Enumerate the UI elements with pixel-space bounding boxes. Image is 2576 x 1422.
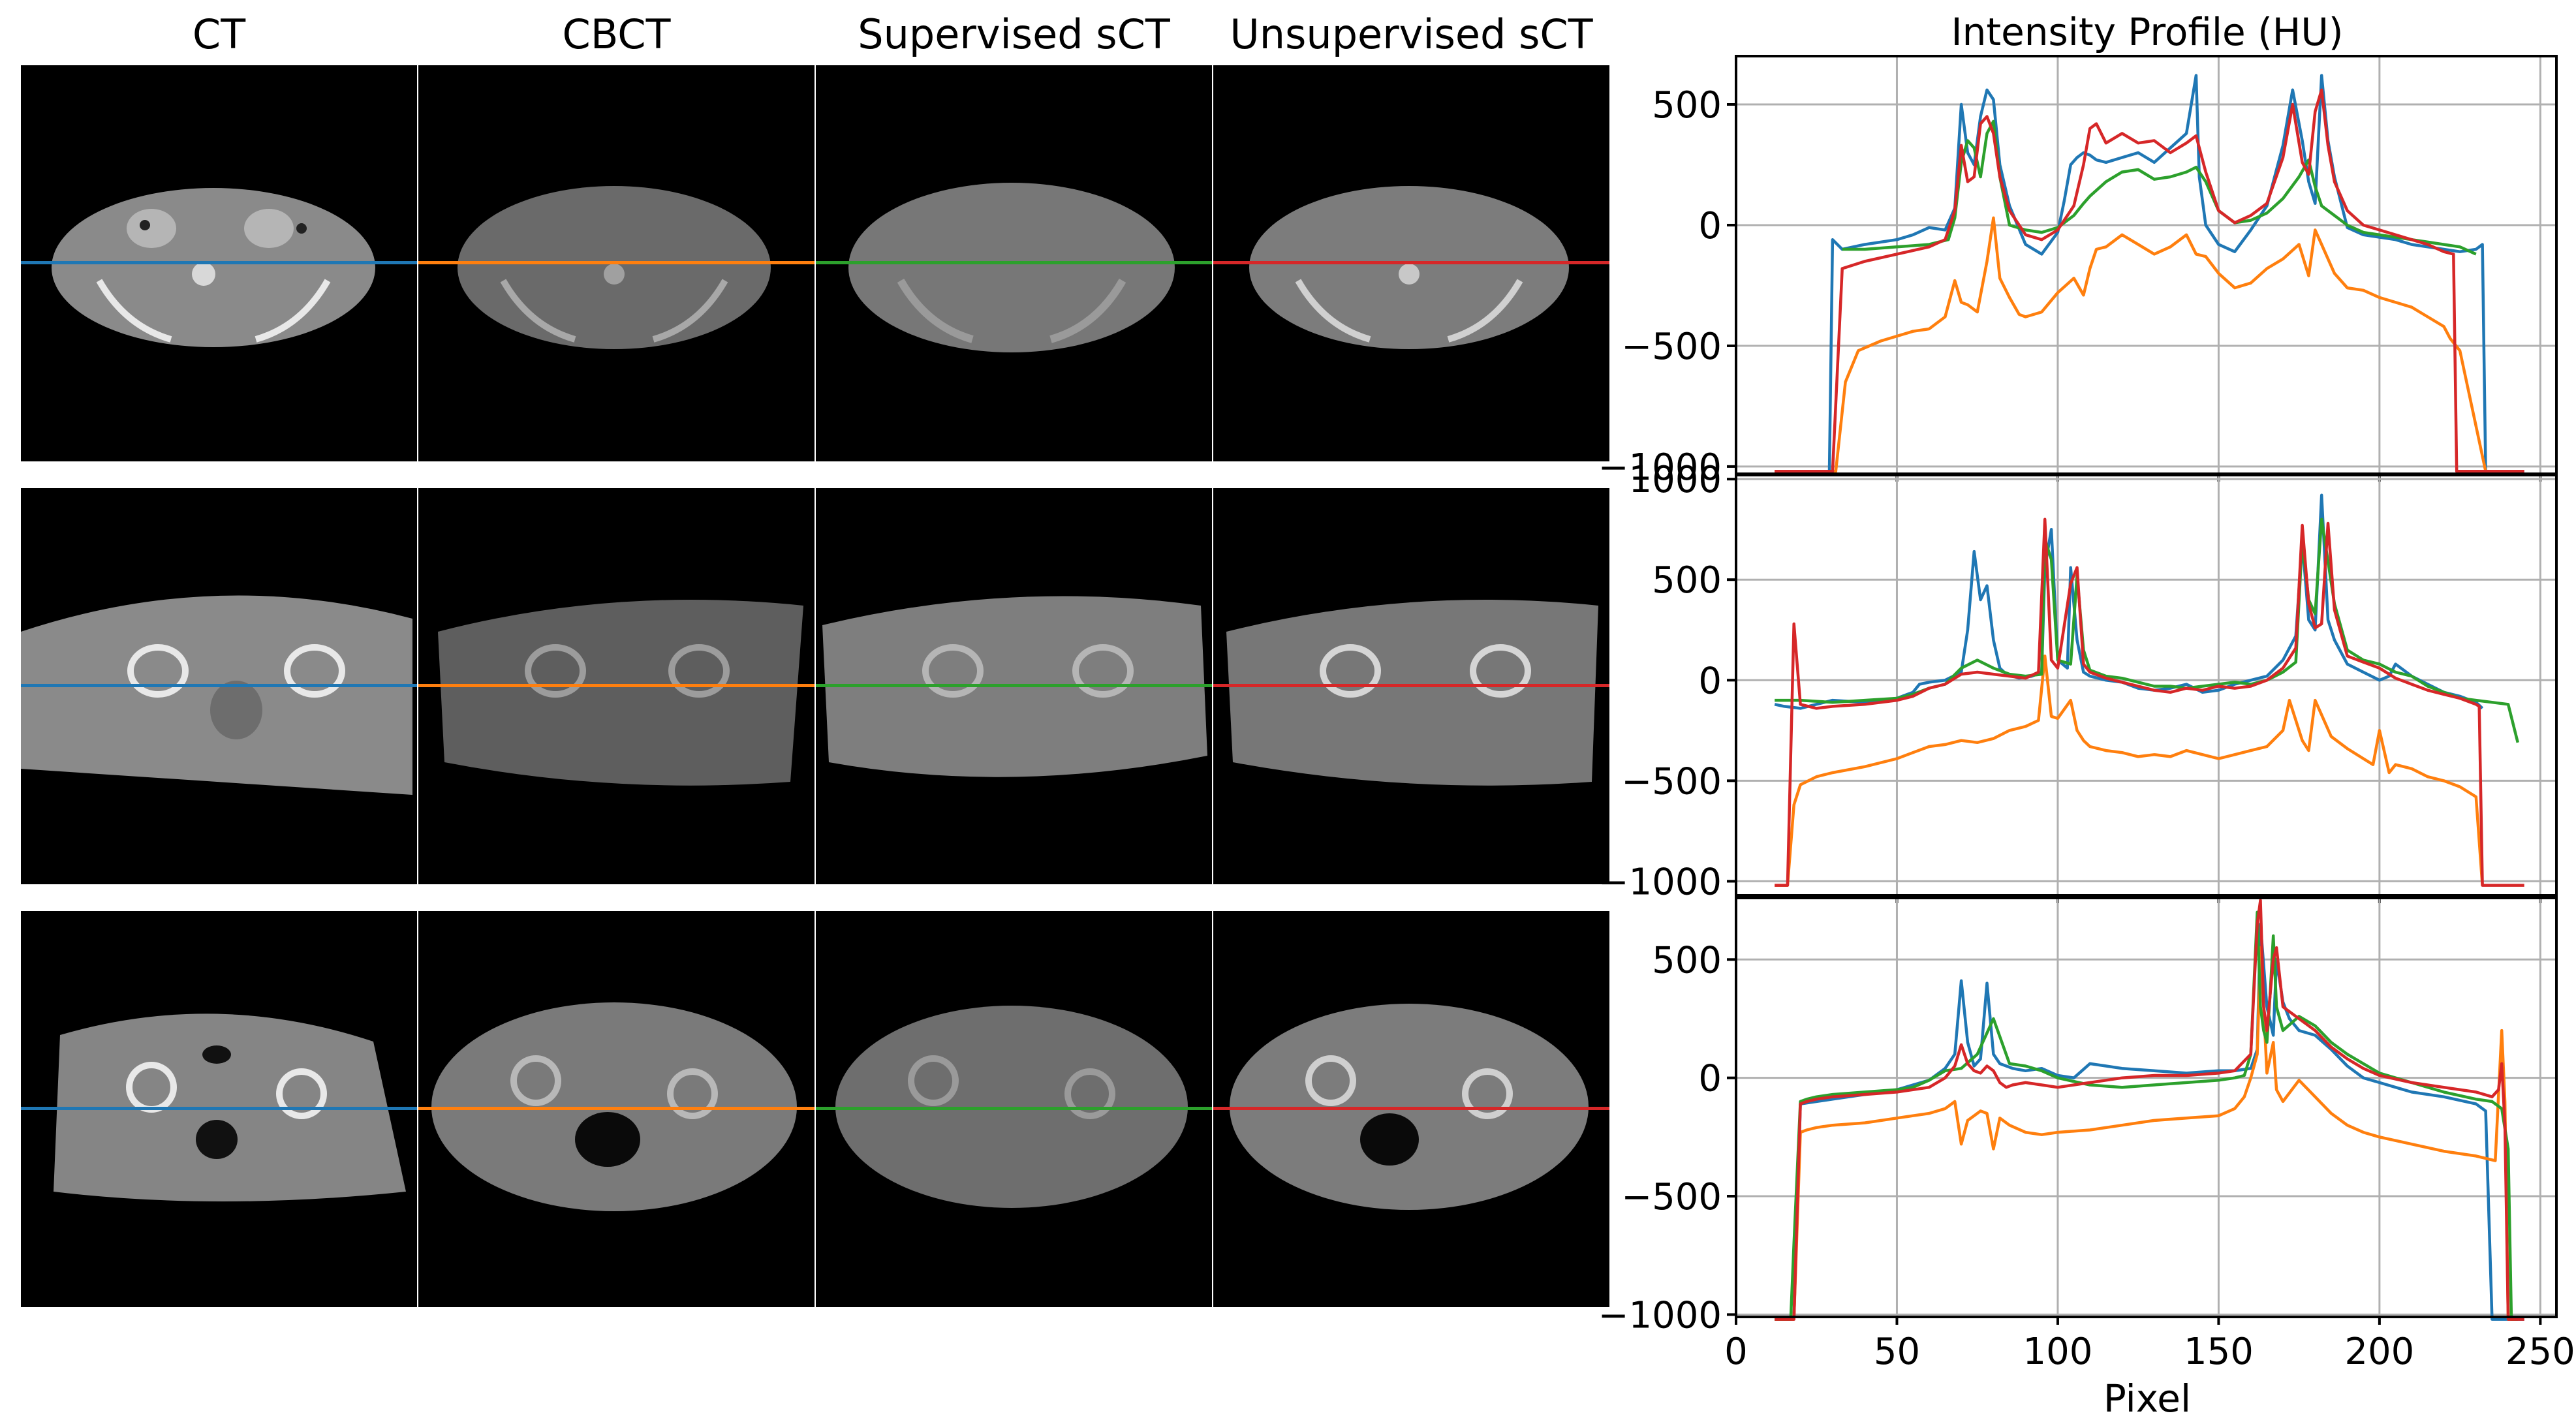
series-line-3 — [1775, 518, 2524, 887]
scan-panel-row1-ct — [21, 65, 417, 461]
intensity-profile-title: Intensity Profile (HU) — [1951, 10, 2344, 54]
scan-panel-row1-supervised-sct — [816, 65, 1212, 461]
profile-line-ct — [21, 261, 417, 264]
profile-line-cbct — [418, 261, 815, 264]
series-line-0 — [1774, 493, 2484, 710]
series-line-1 — [1775, 655, 2484, 887]
chart-frame — [1735, 474, 2558, 897]
series-line-3 — [1775, 899, 2524, 1321]
profile-line-cbct — [418, 1107, 815, 1110]
y-tick-label: 500 — [1652, 939, 1722, 981]
series-line-2 — [1775, 910, 2518, 1321]
column-title-ct: CT — [192, 10, 246, 58]
scan-panel-row1-cbct — [418, 65, 815, 461]
pelvis-slice-image — [458, 186, 771, 349]
profile-line-supervised-sct — [816, 261, 1212, 264]
pelvis-slice-image — [52, 188, 375, 347]
scan-panel-row2-supervised-sct — [816, 488, 1212, 884]
pelvis-slice-image — [848, 183, 1175, 352]
scan-panel-row3-unsupervised-sct — [1213, 911, 1609, 1307]
profile-line-unsupervised-sct — [1213, 1107, 1609, 1110]
x-axis-label: Pixel — [2103, 1376, 2192, 1421]
pelvis-slice-image — [21, 595, 412, 795]
pelvis-slice-image — [438, 600, 803, 786]
scan-panel-row2-cbct — [418, 488, 815, 884]
scan-panel-row3-ct — [21, 911, 417, 1307]
x-tick-label: 150 — [2184, 1331, 2254, 1373]
profile-line-ct — [21, 1107, 417, 1110]
x-tick-label: 250 — [2506, 1331, 2575, 1373]
y-tick-label: −1000 — [1598, 861, 1722, 903]
profile-line-ct — [21, 684, 417, 687]
series-line-1 — [1775, 216, 2487, 473]
scan-panel-row2-ct — [21, 488, 417, 884]
scan-panel-row1-unsupervised-sct — [1213, 65, 1609, 461]
column-title-cbct: CBCT — [562, 10, 671, 58]
x-tick-label: 200 — [2344, 1331, 2414, 1373]
pelvis-slice-image — [1249, 186, 1569, 349]
scan-panel-row3-cbct — [418, 911, 815, 1307]
series-line-2 — [1842, 119, 2477, 256]
scan-panel-row3-supervised-sct — [816, 911, 1212, 1307]
x-tick-label: 0 — [1724, 1331, 1748, 1373]
profile-line-supervised-sct — [816, 684, 1212, 687]
y-tick-label: −500 — [1621, 760, 1722, 803]
series-line-1 — [1775, 946, 2515, 1321]
y-tick-label: 500 — [1652, 559, 1722, 602]
y-tick-label: 0 — [1698, 205, 1722, 247]
series-line-2 — [1775, 518, 2519, 743]
chart-frame — [1735, 55, 2558, 475]
y-tick-label: −500 — [1621, 1176, 1722, 1218]
chart-frame — [1735, 897, 2558, 1318]
profile-line-cbct — [418, 684, 815, 687]
column-title-unsupervised-sct: Unsupervised sCT — [1230, 10, 1593, 58]
y-tick-label: −1000 — [1598, 446, 1722, 489]
y-tick-label: −500 — [1621, 326, 1722, 368]
y-tick-label: 0 — [1698, 660, 1722, 702]
y-tick-label: −1000 — [1598, 1294, 1722, 1337]
profile-line-unsupervised-sct — [1213, 261, 1609, 264]
x-tick-label: 100 — [2023, 1331, 2092, 1373]
series-line-3 — [1775, 88, 2524, 473]
profile-line-unsupervised-sct — [1213, 684, 1609, 687]
y-tick-label: 1000 — [1628, 459, 1722, 501]
y-tick-label: 0 — [1698, 1058, 1722, 1100]
column-title-supervised-sct: Supervised sCT — [858, 10, 1170, 58]
profile-line-supervised-sct — [816, 1107, 1212, 1110]
y-tick-label: 500 — [1652, 84, 1722, 127]
x-tick-label: 50 — [1874, 1331, 1920, 1373]
pelvis-slice-image — [1226, 600, 1598, 786]
series-line-0 — [1775, 74, 2524, 473]
scan-panel-row2-unsupervised-sct — [1213, 488, 1609, 884]
